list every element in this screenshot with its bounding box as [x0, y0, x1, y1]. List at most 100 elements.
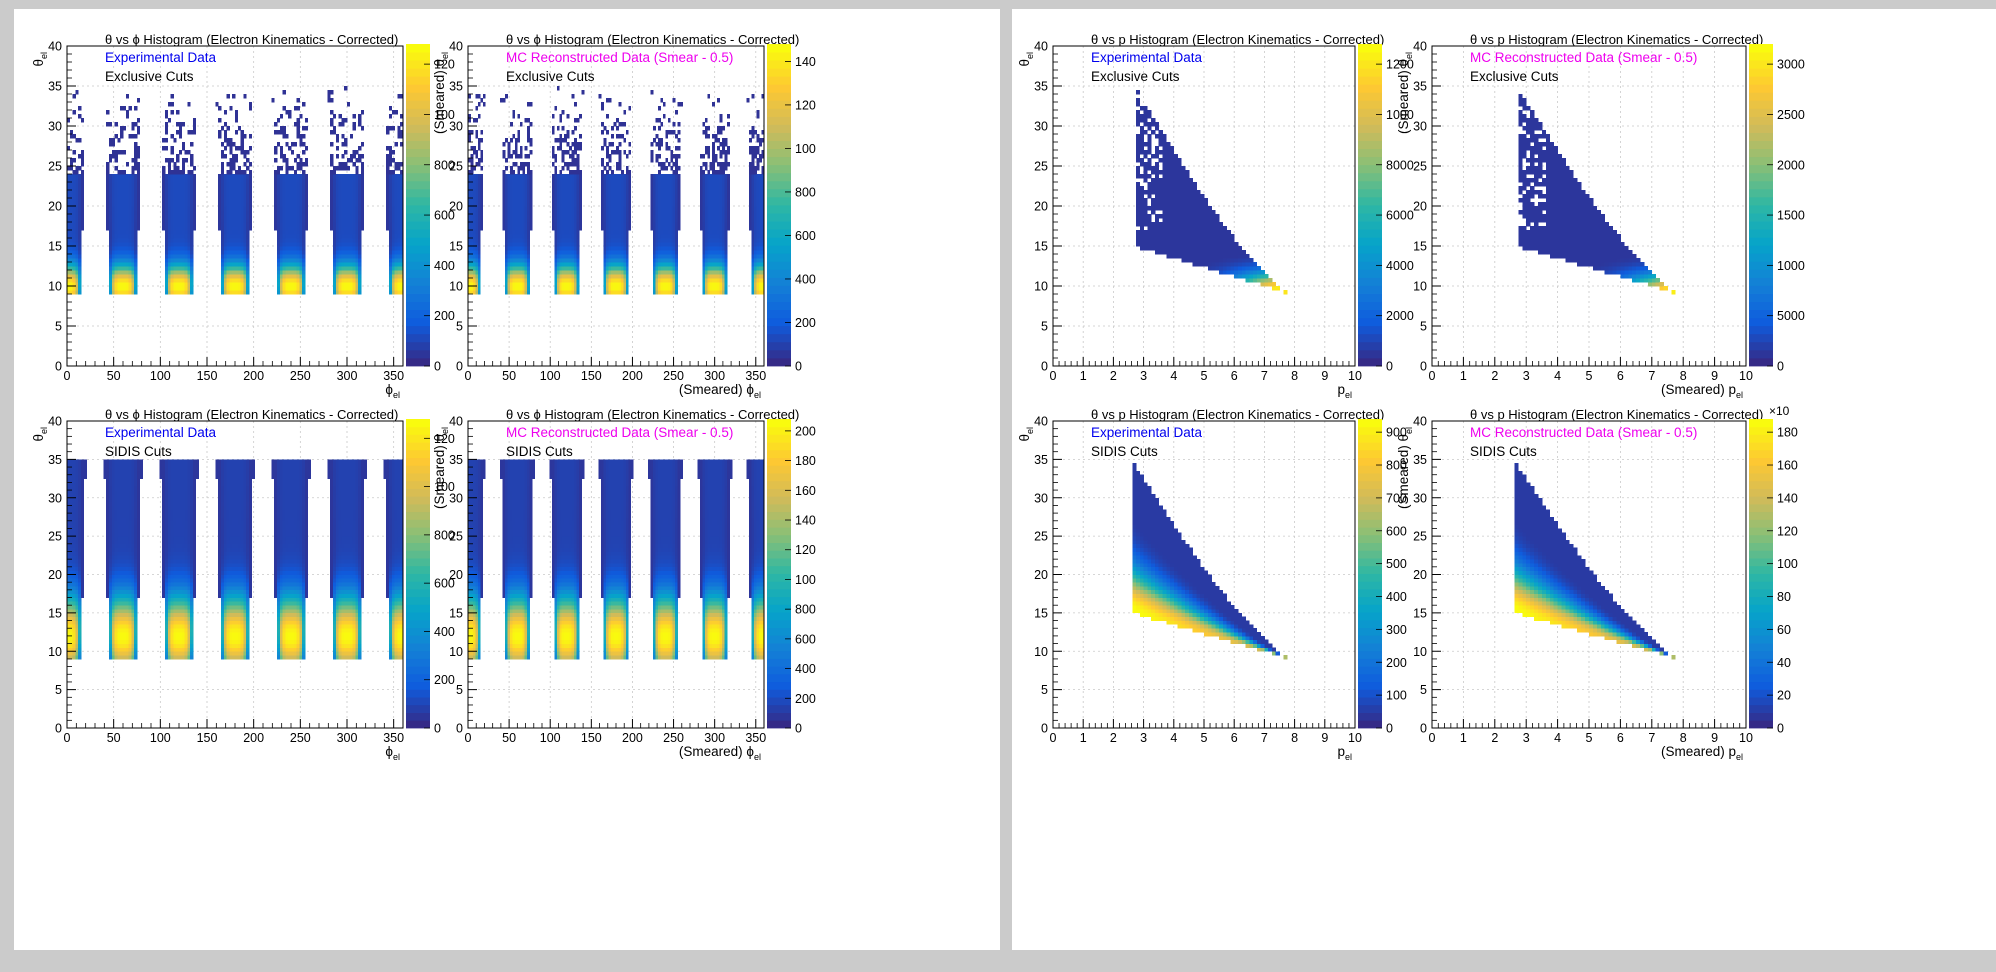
heatmap-cell	[302, 170, 306, 175]
heatmap-cell	[702, 174, 706, 179]
heatmap-cell	[477, 230, 481, 235]
heatmap-cell	[551, 186, 555, 191]
heatmap-cell	[527, 242, 531, 247]
heatmap-cell	[514, 266, 518, 271]
heatmap-cell	[620, 258, 624, 263]
heatmap-cell	[358, 266, 362, 271]
heatmap-cell	[699, 154, 703, 159]
heatmap-cell	[470, 254, 474, 259]
heatmap-cell	[394, 270, 398, 275]
heatmap-cell	[344, 242, 348, 247]
heatmap-cell	[618, 154, 622, 159]
heatmap-cell	[165, 242, 169, 247]
heatmap-cell	[296, 190, 300, 195]
heatmap-cell	[69, 262, 73, 267]
heatmap-cell	[78, 270, 82, 275]
heatmap-cell	[128, 230, 132, 235]
heatmap-cell	[512, 262, 516, 267]
heatmap-cell	[355, 178, 359, 183]
heatmap-cell	[507, 202, 511, 207]
heatmap-cell	[576, 226, 580, 231]
heatmap-cell	[389, 282, 393, 287]
heatmap-cell	[505, 202, 508, 207]
heatmap-cell	[611, 182, 614, 187]
heatmap-cell	[72, 186, 76, 191]
heatmap-cell	[566, 134, 570, 139]
heatmap-cell	[123, 218, 127, 223]
heatmap-cell	[749, 186, 753, 191]
heatmap-cell	[131, 210, 135, 215]
heatmap-cell	[712, 278, 716, 283]
heatmap-cell	[702, 182, 706, 187]
heatmap-cell	[389, 210, 393, 215]
heatmap-cell	[302, 262, 306, 267]
heatmap-cell	[564, 270, 568, 275]
heatmap-cell	[333, 174, 337, 179]
heatmap-cell	[341, 122, 345, 127]
heatmap-cell	[571, 242, 575, 247]
heatmap-cell	[72, 226, 76, 231]
heatmap-cell	[397, 226, 401, 231]
heatmap-cell	[505, 258, 508, 263]
heatmap-cell	[470, 214, 474, 219]
heatmap-cell	[561, 274, 565, 279]
heatmap-cell	[751, 238, 755, 243]
heatmap-cell	[470, 250, 474, 255]
heatmap-cell	[702, 206, 706, 211]
heatmap-cell	[389, 178, 393, 183]
heatmap-cell	[724, 290, 728, 295]
heatmap-cell	[221, 278, 225, 283]
heatmap-cell	[361, 210, 365, 215]
heatmap-cell	[246, 158, 250, 163]
heatmap-cell	[128, 274, 132, 279]
heatmap-cell	[667, 230, 671, 235]
heatmap-cell	[722, 246, 725, 251]
heatmap-cell	[559, 246, 563, 251]
heatmap-cell	[243, 190, 247, 195]
heatmap-cell	[579, 218, 582, 223]
heatmap-cell	[660, 206, 664, 211]
heatmap-cell	[702, 290, 706, 295]
heatmap-cell	[717, 182, 720, 187]
heatmap-cell	[754, 194, 757, 199]
heatmap-cell	[229, 266, 233, 271]
heatmap-cell	[611, 202, 614, 207]
heatmap-cell	[184, 250, 188, 255]
heatmap-cell	[670, 194, 674, 199]
heatmap-cell	[361, 194, 365, 199]
heatmap-cell	[223, 110, 227, 115]
heatmap-cell	[675, 290, 679, 295]
x-tick-label: 250	[290, 369, 311, 383]
heatmap-cell	[620, 202, 624, 207]
heatmap-cell	[603, 202, 607, 207]
heatmap-cell	[167, 194, 171, 199]
heatmap-cell	[400, 234, 404, 239]
heatmap-cell	[69, 242, 73, 247]
heatmap-cell	[675, 254, 679, 259]
heatmap-cell	[296, 166, 300, 171]
heatmap-cell	[524, 174, 528, 179]
heatmap-cell	[556, 278, 560, 283]
heatmap-cell	[569, 258, 572, 263]
heatmap-cell	[566, 174, 570, 179]
heatmap-cell	[559, 198, 563, 203]
heatmap-cell	[349, 290, 353, 295]
heatmap-cell	[352, 206, 356, 211]
heatmap-cell	[727, 202, 730, 207]
heatmap-cell	[468, 198, 471, 203]
heatmap-cell	[128, 214, 132, 219]
heatmap-cell	[571, 238, 575, 243]
heatmap-cell	[394, 190, 398, 195]
heatmap-cell	[338, 242, 342, 247]
heatmap-cell	[512, 110, 516, 115]
heatmap-cell	[277, 202, 281, 207]
heatmap-cell	[358, 122, 362, 127]
heatmap-cell	[751, 94, 755, 99]
heatmap-cell	[400, 286, 404, 291]
heatmap-cell	[243, 242, 247, 247]
heatmap-cell	[606, 190, 609, 195]
heatmap-cell	[554, 190, 558, 195]
heatmap-cell	[475, 190, 479, 195]
heatmap-cell	[291, 186, 295, 191]
heatmap-cell	[391, 150, 395, 155]
